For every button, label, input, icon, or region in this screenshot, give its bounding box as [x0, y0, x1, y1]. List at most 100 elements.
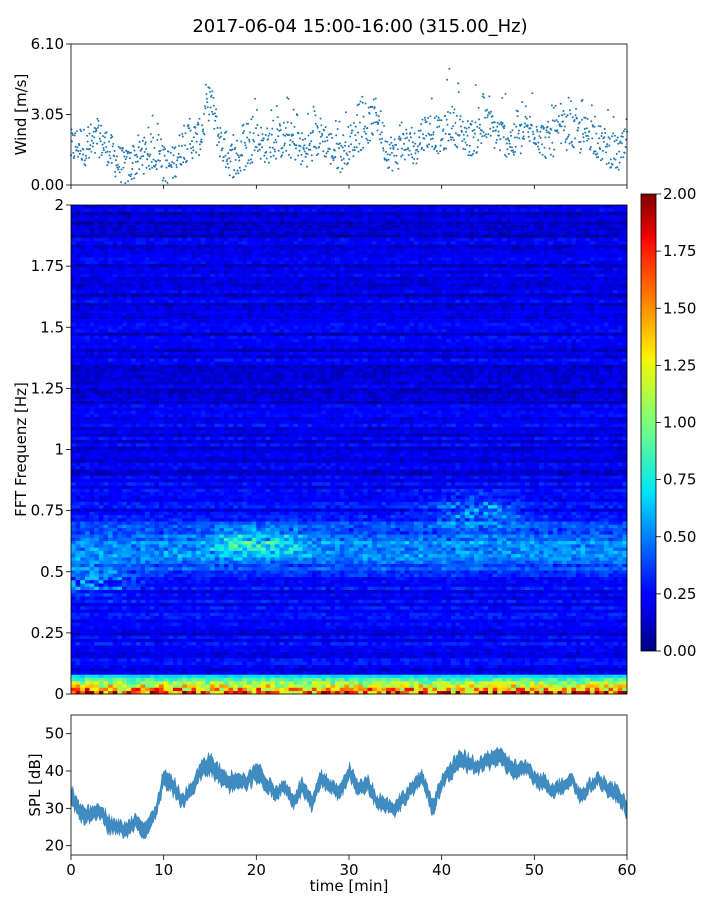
spectrogram-cell: [135, 635, 141, 639]
spectrogram-cell: [589, 690, 595, 695]
spectrogram-cell: [390, 687, 396, 692]
spectrogram-cell: [427, 622, 433, 626]
spectrogram-cell: [529, 605, 535, 610]
spectrogram-cell: [163, 661, 169, 665]
spectrogram-cell: [418, 599, 424, 604]
spectrogram-cell: [75, 654, 81, 659]
spectrogram-cell: [163, 667, 169, 672]
spectrogram-cell: [242, 632, 248, 636]
spectrogram-cell: [511, 638, 517, 643]
spectrogram-cell: [131, 641, 137, 646]
wind-point: [511, 149, 514, 152]
spectrogram-cell: [501, 638, 507, 643]
spectrogram-cell: [367, 645, 373, 649]
spectrogram-cell: [603, 605, 609, 610]
spectrogram-cell: [566, 592, 572, 597]
spectrogram-cell: [94, 602, 100, 607]
spectrogram-cell: [121, 654, 127, 659]
wind-point: [213, 112, 216, 115]
spectrogram-cell: [335, 684, 341, 688]
spectrogram-cell: [386, 612, 391, 617]
wind-point: [209, 106, 212, 109]
spectrogram-cell: [103, 658, 109, 662]
spectrogram-cell: [460, 684, 466, 688]
spectrogram-cell: [413, 625, 419, 630]
spectrogram-cell: [446, 612, 452, 617]
spectrogram-cell: [172, 619, 178, 623]
spectrogram-cell: [376, 615, 382, 620]
spectrogram-cell: [75, 609, 81, 613]
spectrogram-cell: [488, 599, 493, 604]
spectrogram-cell: [515, 632, 521, 636]
spectrogram-cell: [538, 690, 544, 695]
spectrogram-cell: [103, 635, 109, 639]
spectrogram-cell: [270, 635, 276, 639]
spectrogram-cell: [284, 690, 290, 695]
spectrogram-cell: [450, 664, 456, 669]
spectrogram-cell: [311, 654, 317, 659]
spectrogram-cell: [256, 654, 262, 659]
spectrogram-cell: [117, 628, 123, 633]
spectrogram-cell: [362, 684, 368, 688]
wind-point: [350, 143, 353, 146]
spectrogram-cell: [168, 622, 174, 626]
spectrogram-cell: [585, 661, 591, 665]
spectrogram-cell: [358, 632, 364, 636]
spectrogram-cell: [288, 635, 294, 639]
wind-point: [489, 134, 492, 137]
wind-point: [484, 109, 487, 112]
spectrogram-cell: [251, 661, 257, 665]
spectrogram-cell: [103, 602, 109, 607]
spectrogram-cell: [460, 648, 466, 652]
spectrogram-cell: [251, 612, 257, 617]
wind-point: [462, 147, 465, 150]
spectrogram-cell: [474, 684, 480, 688]
wind-point: [144, 141, 147, 144]
spectrogram-cell: [154, 677, 160, 682]
spectrogram-cell: [89, 599, 95, 604]
spectrogram-cell: [288, 664, 294, 669]
spectrogram-cell: [214, 619, 220, 623]
spectrogram-cell: [210, 635, 215, 639]
spectrogram-cell: [580, 645, 586, 649]
spectrogram-cell: [274, 589, 280, 594]
wind-point: [253, 149, 256, 152]
spectrogram-cell: [339, 674, 345, 678]
spectrogram-cell: [464, 651, 470, 656]
spectrogram-cell: [80, 651, 86, 656]
wind-point: [607, 108, 609, 111]
spectrogram-cell: [284, 632, 290, 636]
spectrogram-cell: [126, 596, 132, 600]
spectrogram-cell: [441, 654, 447, 659]
spectrogram-cell: [284, 680, 290, 685]
spectrogram-cell: [478, 622, 484, 626]
spectrogram-cell: [311, 599, 317, 604]
wind-point: [248, 138, 251, 141]
spectrogram-cell: [529, 680, 535, 685]
wind-point: [127, 180, 129, 183]
spectrogram-cell: [182, 632, 188, 636]
wind-point: [611, 135, 614, 138]
spectrogram-cell: [594, 592, 600, 597]
spectrogram-cell: [177, 602, 183, 607]
spectrogram-cell: [423, 648, 429, 652]
spectrogram-cell: [506, 592, 512, 597]
spectrogram-cell: [353, 596, 359, 600]
spectrogram-cell: [386, 684, 391, 688]
wind-point: [590, 120, 593, 123]
wind-point: [420, 123, 423, 126]
wind-point: [249, 158, 252, 161]
wind-point: [486, 108, 488, 111]
spectrogram-cell: [441, 635, 447, 639]
spectrogram-cell: [140, 690, 146, 695]
spectrogram-cell: [529, 622, 535, 626]
spectrogram-cell: [103, 674, 109, 678]
wind-point: [381, 121, 384, 124]
spectrogram-cell: [497, 605, 503, 610]
spectrogram-cell: [432, 592, 438, 597]
spectrogram-cell: [413, 658, 419, 662]
spectrogram-cell: [580, 599, 586, 604]
spectrogram-cell: [131, 654, 137, 659]
wind-points: [70, 67, 628, 185]
spectrogram-cell: [298, 667, 303, 672]
